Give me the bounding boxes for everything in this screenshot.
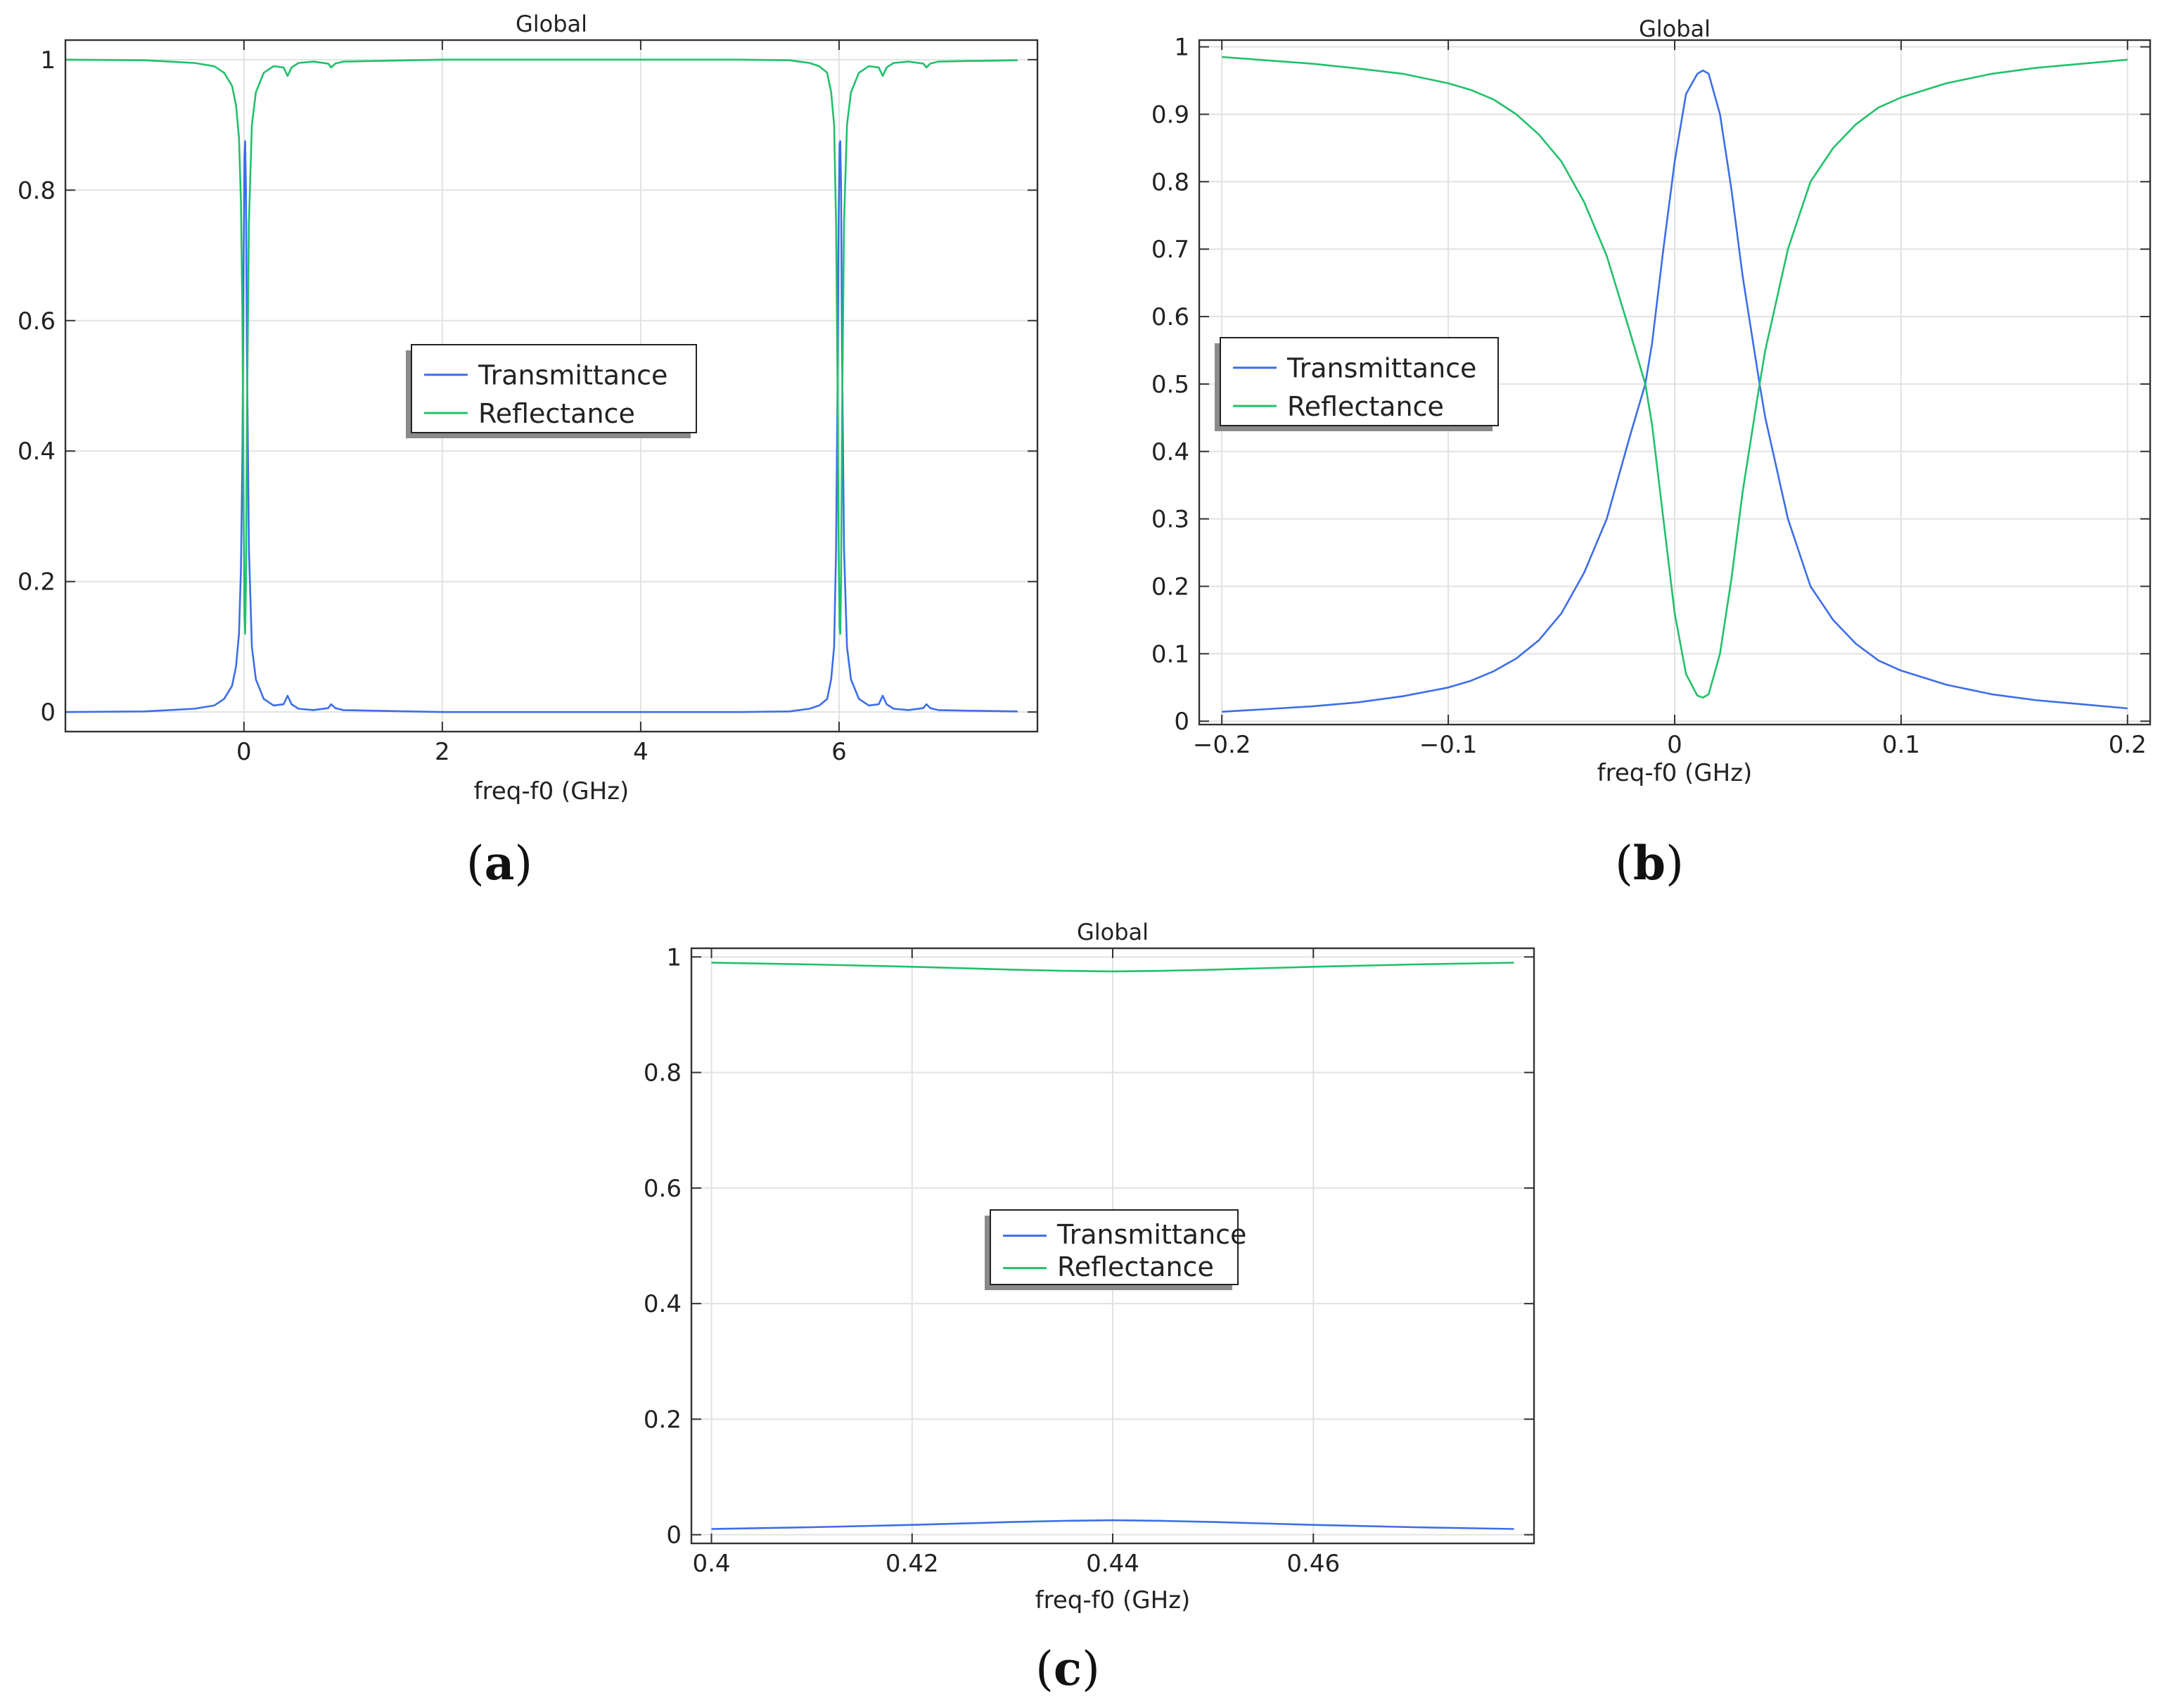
legend-box	[990, 1209, 1239, 1285]
caption-letter: a	[485, 836, 515, 891]
x-tick-label: 0.4	[692, 1550, 730, 1578]
x-tick-label: 2	[435, 738, 450, 766]
legend-label-transmittance: Transmittance	[1056, 1219, 1246, 1250]
panel-b: −0.2 −0.1 0 0.1 0.2 0 0.1 0.2 0.3 0.4 0.5 0.6 0.7 0.8…	[1151, 15, 2152, 787]
x-tick-label: −0.2	[1193, 731, 1251, 759]
y-tick-label: 0.2	[18, 568, 56, 597]
y-tick-label: 0.5	[1151, 371, 1189, 399]
y-tick-label: 0.8	[18, 177, 56, 205]
x-tick-label: −0.1	[1419, 731, 1478, 759]
chart-title: Global	[1639, 15, 1711, 42]
y-tick-label: 0.8	[1151, 168, 1189, 196]
x-tick-label: 6	[831, 738, 847, 766]
x-tick-label: 0	[236, 738, 252, 766]
legend-label-reflectance: Reflectance	[478, 398, 635, 429]
x-tick-label: 0.2	[2109, 731, 2147, 759]
legend: Transmittance Reflectance	[1215, 337, 1499, 431]
series-line-transmittance	[65, 140, 1018, 713]
y-tick-label: 0.4	[1151, 438, 1189, 466]
caption-letter: c	[1054, 1641, 1082, 1696]
caption-b: (b)	[1615, 836, 1684, 891]
caption-open: (	[1615, 836, 1633, 891]
axes-frame	[64, 39, 1039, 733]
chart-title: Global	[1077, 919, 1149, 945]
y-tick-label: 1	[666, 943, 682, 971]
legend: Transmittance Reflectance	[406, 344, 697, 438]
series-line-reflectance	[1222, 56, 2128, 699]
legend-label-transmittance: Transmittance	[1286, 352, 1476, 383]
caption-close: )	[514, 836, 532, 891]
x-tick-label: 4	[633, 738, 648, 766]
legend-box	[411, 344, 697, 433]
y-tick-label: 1	[1174, 34, 1189, 62]
y-tick-label: 0.4	[644, 1290, 682, 1318]
y-tick-label: 0.6	[18, 307, 56, 336]
caption-close: )	[1082, 1642, 1100, 1696]
y-tick-label: 0	[1174, 708, 1189, 736]
legend-label-transmittance: Transmittance	[478, 359, 667, 390]
y-tick-label: 0.3	[1151, 506, 1189, 534]
y-tick-label: 0.8	[644, 1059, 682, 1088]
x-axis-label: freq-f0 (GHz)	[474, 777, 630, 805]
series-line-transmittance	[711, 1519, 1514, 1530]
panel-c: 0.4 0.42 0.44 0.46 0 0.2 0.4 0.6 0.8 1 Global freq-…	[644, 919, 1535, 1614]
y-tick-label: 0.2	[644, 1406, 682, 1434]
y-tick-label: 0.6	[1151, 303, 1189, 331]
caption-a: (a)	[466, 836, 532, 891]
y-tick-label: 1	[40, 46, 56, 75]
y-tick-label: 0	[40, 699, 56, 727]
axes-frame	[690, 947, 1535, 1545]
x-axis-label: freq-f0 (GHz)	[1597, 759, 1753, 787]
y-tick-label: 0	[666, 1522, 682, 1550]
x-axis-label: freq-f0 (GHz)	[1035, 1586, 1191, 1614]
axes-frame	[1198, 39, 2152, 726]
series-line-transmittance	[1222, 69, 2128, 713]
legend-box	[1220, 337, 1499, 426]
caption-c: (c)	[1035, 1641, 1100, 1696]
y-tick-label: 0.9	[1151, 101, 1189, 129]
x-tick-label: 0.44	[1086, 1550, 1139, 1578]
y-tick-label: 0.7	[1151, 236, 1189, 264]
y-tick-label: 0.1	[1151, 640, 1189, 668]
legend-label-reflectance: Reflectance	[1287, 391, 1444, 422]
x-tick-label: 0	[1667, 731, 1682, 759]
chart-title: Global	[516, 11, 587, 37]
legend-label-reflectance: Reflectance	[1057, 1251, 1214, 1282]
panel-a: 0 2 4 6 0 0.2 0.4 0.6 0.8 1 Global freq-f0 (GHz) Tra…	[18, 11, 1039, 805]
caption-open: (	[466, 836, 485, 891]
series-line-reflectance	[711, 962, 1514, 973]
y-tick-label: 0.2	[1151, 573, 1189, 601]
y-tick-label: 0.6	[644, 1175, 682, 1203]
caption-letter: b	[1633, 836, 1666, 891]
series-line-reflectance	[65, 58, 1018, 635]
x-tick-label: 0.42	[886, 1550, 939, 1578]
caption-close: )	[1666, 836, 1684, 891]
y-tick-label: 0.4	[18, 438, 56, 466]
x-tick-label: 0.46	[1286, 1550, 1340, 1578]
x-tick-label: 0.1	[1882, 731, 1920, 759]
caption-open: (	[1035, 1642, 1054, 1696]
